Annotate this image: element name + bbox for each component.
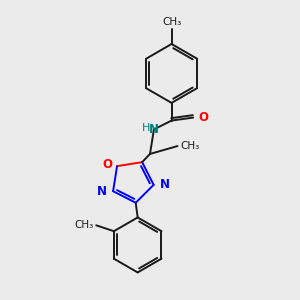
Text: CH₃: CH₃ bbox=[74, 220, 93, 230]
Text: O: O bbox=[102, 158, 112, 171]
Text: CH₃: CH₃ bbox=[180, 141, 200, 151]
Text: H: H bbox=[142, 123, 150, 134]
Text: N: N bbox=[160, 178, 170, 191]
Text: O: O bbox=[198, 111, 208, 124]
Text: N: N bbox=[149, 123, 159, 136]
Text: CH₃: CH₃ bbox=[162, 17, 181, 27]
Text: N: N bbox=[97, 185, 107, 198]
